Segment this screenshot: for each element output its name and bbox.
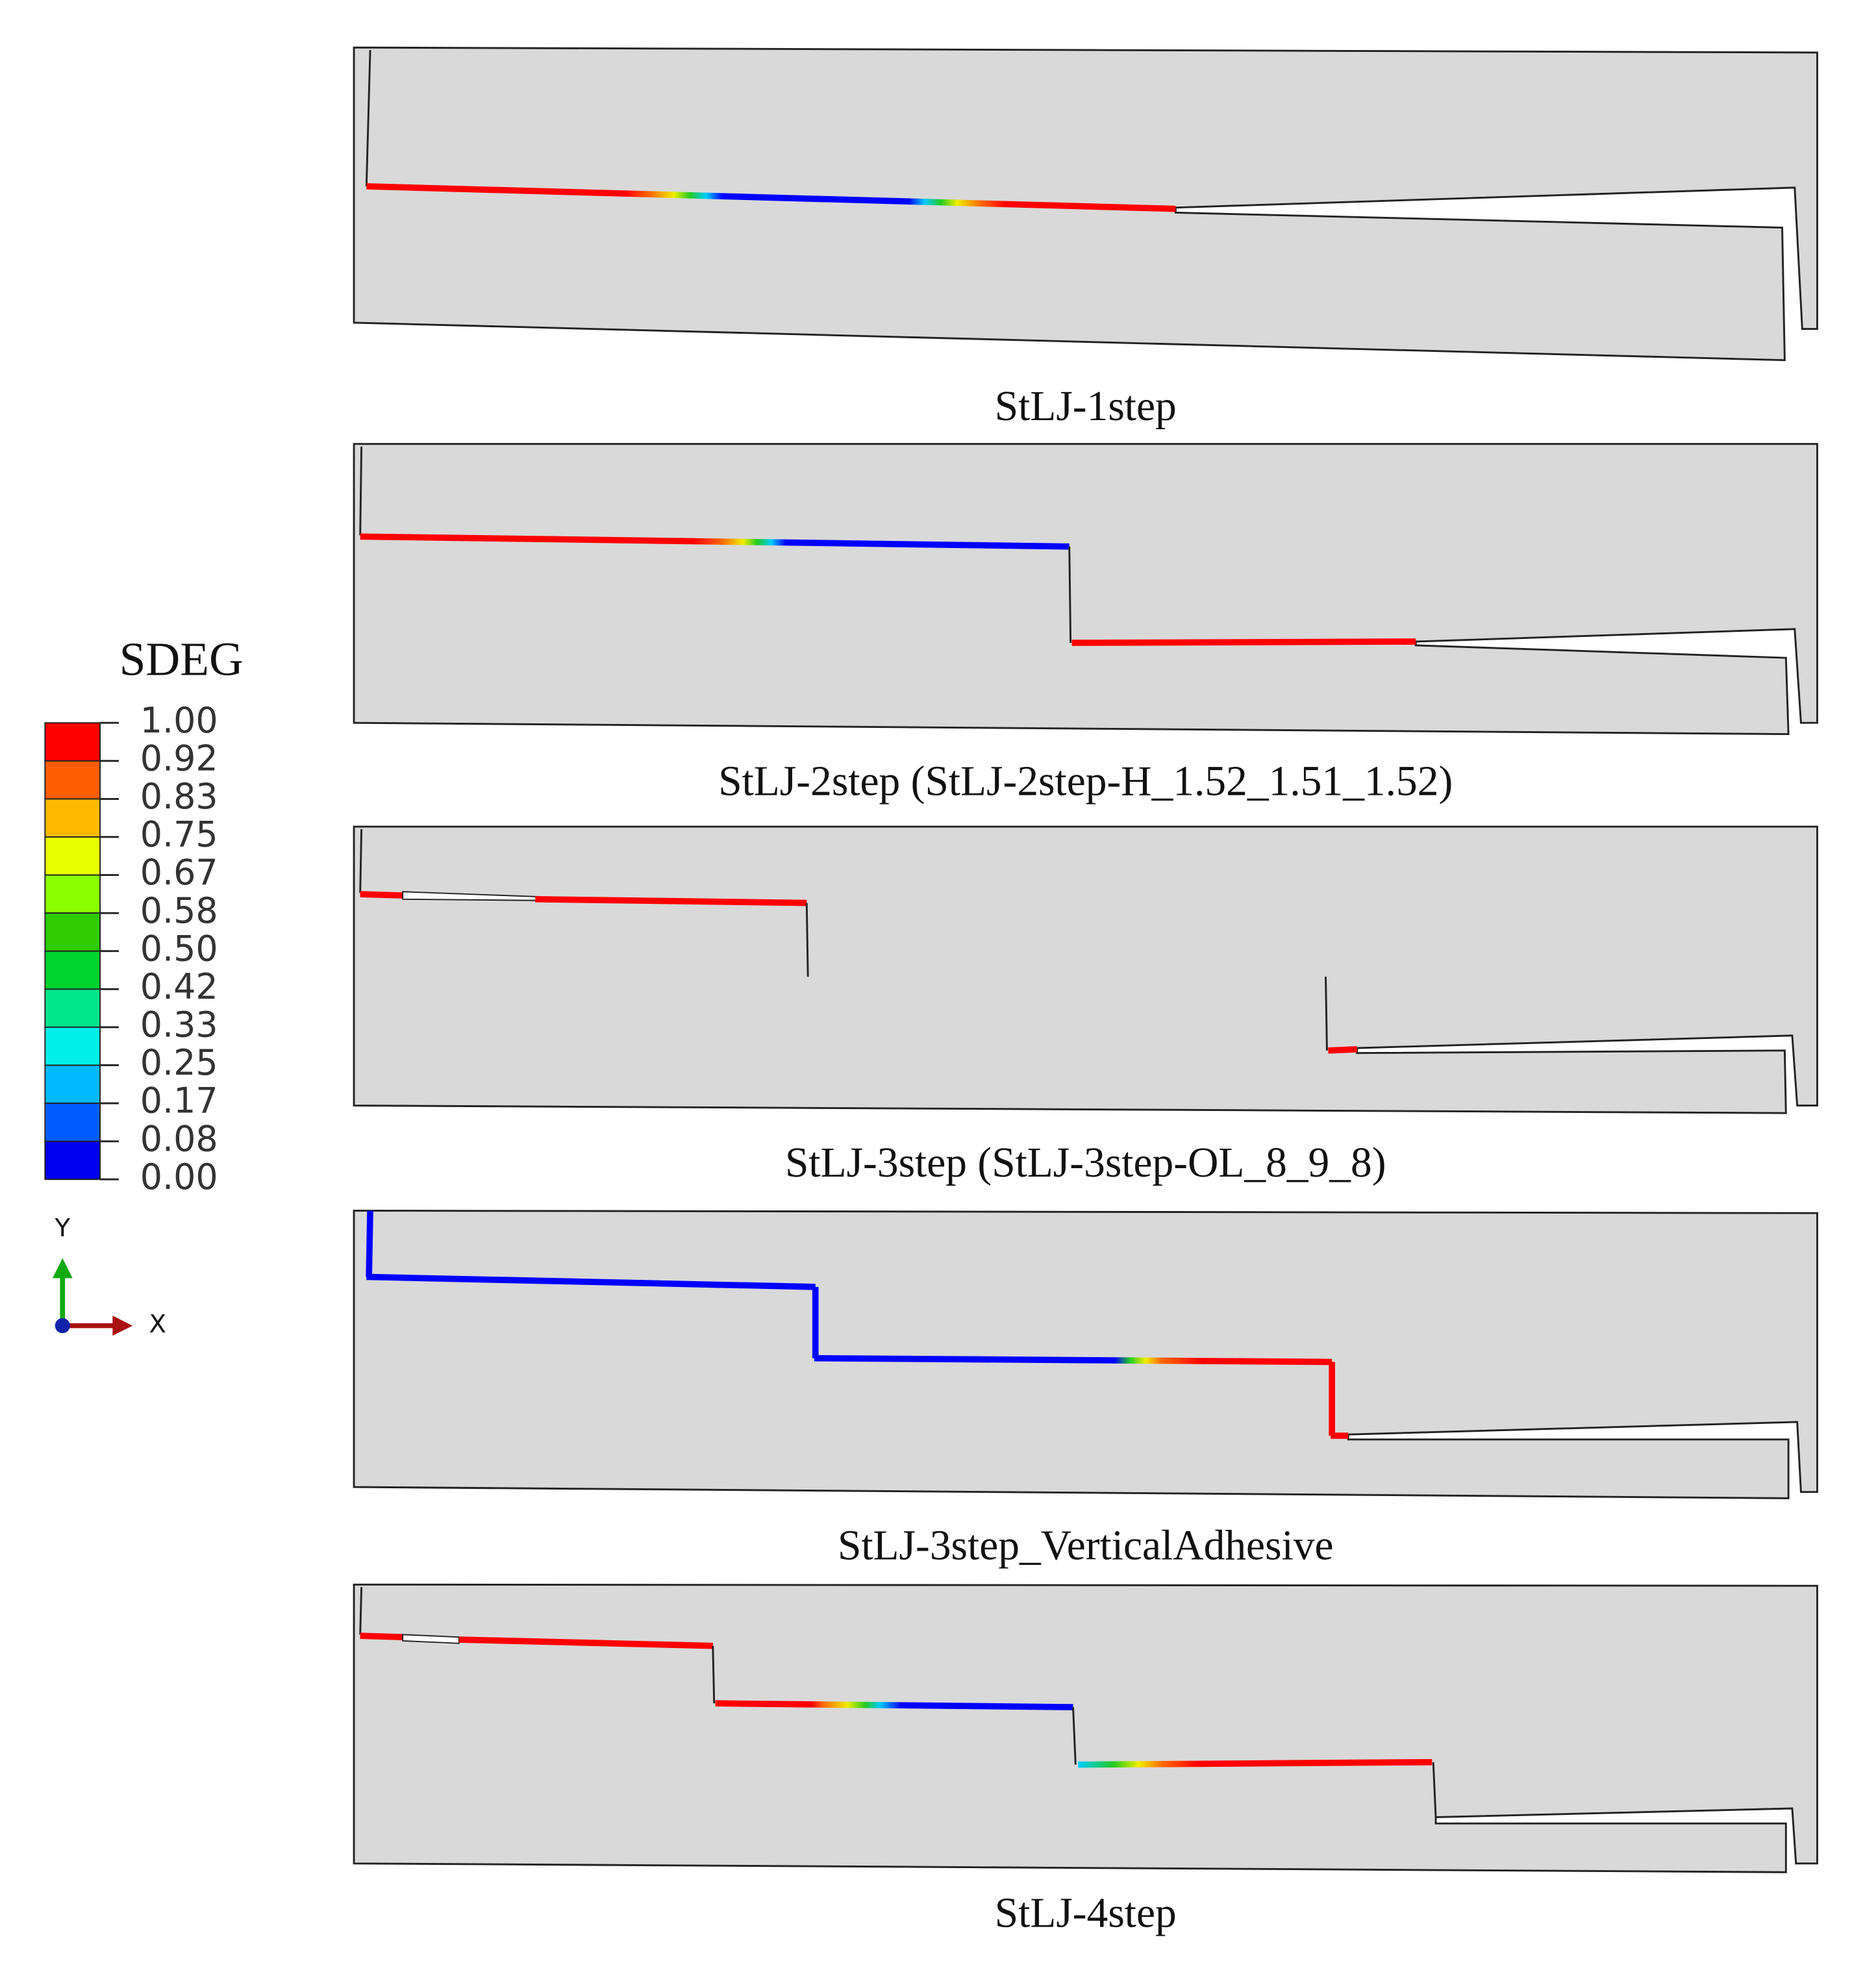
- edge: [1325, 977, 1328, 1051]
- legend-band: [44, 950, 101, 990]
- legend-label: 1.00: [140, 700, 218, 741]
- legend-band: [44, 1140, 101, 1180]
- legend-band: [44, 798, 101, 838]
- origin: [55, 1318, 70, 1334]
- legend-label: 0.50: [140, 928, 218, 969]
- legend-band: [44, 988, 101, 1028]
- adhesive: [366, 1210, 373, 1277]
- x-arrowhead: [112, 1316, 133, 1336]
- adhesive: [1078, 1758, 1432, 1768]
- legend-label: 0.00: [140, 1156, 218, 1197]
- adhesive: [366, 1273, 816, 1290]
- legend-label: 0.33: [140, 1005, 218, 1045]
- panel: StLJ-1step: [353, 46, 1818, 430]
- edge: [1068, 546, 1072, 643]
- edge: [1072, 1706, 1077, 1765]
- legend-label: 0.58: [140, 890, 218, 931]
- legend-band: [44, 722, 101, 762]
- caption: StLJ-2step (StLJ-2step-H_1.52_1.51_1.52): [718, 758, 1453, 805]
- adhesive: [1328, 1046, 1357, 1054]
- adherends: [353, 443, 1818, 736]
- edge: [359, 829, 363, 893]
- caption: StLJ-4step: [995, 1890, 1177, 1937]
- y-label: Y: [55, 1214, 71, 1243]
- edge: [365, 50, 371, 187]
- legend-band: [44, 760, 101, 800]
- adherends: [353, 1209, 1818, 1499]
- adhesive: [366, 183, 1176, 212]
- legend-band: [44, 1026, 101, 1066]
- adherends: [353, 825, 1818, 1114]
- edge: [712, 1645, 716, 1704]
- panel: StLJ-3step_VerticalAdhesive: [353, 1209, 1818, 1569]
- edge: [359, 446, 363, 536]
- adhesive: [814, 1355, 1332, 1366]
- legend-band: [44, 836, 101, 876]
- legend-label: 0.25: [140, 1042, 218, 1083]
- legend-label: 0.75: [140, 814, 218, 855]
- legend-label: 0.08: [140, 1118, 218, 1159]
- panel: StLJ-2step (StLJ-2step-H_1.52_1.51_1.52): [353, 443, 1818, 805]
- adhesive: [1071, 638, 1416, 646]
- adhesive: [715, 1700, 1073, 1710]
- y-arrowhead: [52, 1258, 73, 1279]
- legend: SDEG 1.000.920.830.750.670.580.500.420.3…: [44, 633, 244, 1197]
- adhesive: [360, 1632, 403, 1640]
- caption: StLJ-3step (StLJ-3step-OL_8_9_8): [785, 1140, 1386, 1186]
- adhesive: [360, 533, 1069, 550]
- adhesive: [360, 891, 403, 899]
- legend-label: 0.42: [140, 966, 218, 1007]
- adhesive: [535, 895, 807, 906]
- crack: [402, 1634, 460, 1644]
- edge: [1432, 1762, 1437, 1817]
- caption: StLJ-1step: [995, 383, 1177, 430]
- edge: [359, 1587, 363, 1635]
- legend-label: 0.92: [140, 738, 218, 779]
- legend-band: [44, 1103, 101, 1142]
- axis-triad: Y X: [52, 1214, 166, 1339]
- legend-band: [44, 912, 101, 952]
- adherends: [353, 1583, 1818, 1873]
- legend-band: [44, 874, 101, 914]
- legend-label: 0.17: [140, 1080, 218, 1121]
- legend-label: 0.83: [140, 776, 218, 817]
- caption: StLJ-3step_VerticalAdhesive: [838, 1522, 1334, 1569]
- x-label: X: [149, 1310, 166, 1339]
- legend-label: 0.67: [140, 852, 218, 893]
- panel: StLJ-3step (StLJ-3step-OL_8_9_8): [353, 825, 1818, 1186]
- adhesive: [458, 1636, 713, 1649]
- legend-band: [44, 1064, 101, 1105]
- panel: StLJ-4step: [353, 1583, 1818, 1937]
- edge: [805, 903, 809, 977]
- legend-title: SDEG: [119, 633, 244, 686]
